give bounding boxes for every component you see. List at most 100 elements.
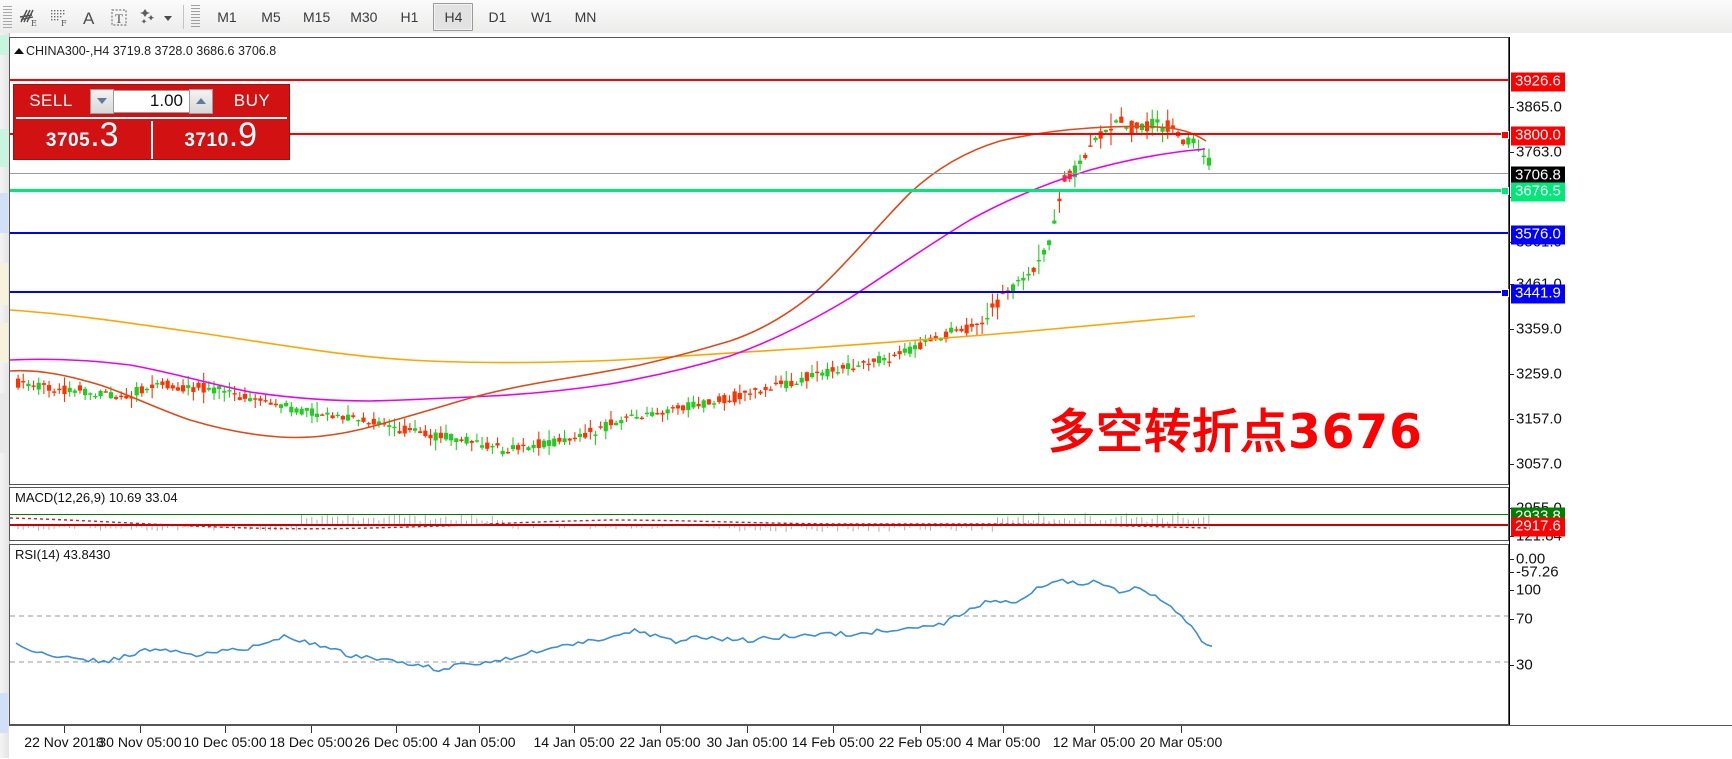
level-3676-5-handle[interactable] (1501, 187, 1509, 195)
date-tick (833, 726, 834, 733)
chart-annotation-text[interactable]: 多空转折点3676 (1048, 405, 1423, 460)
one-click-trading-panel[interactable]: SELL 1.00 BUY 3705 .3 (13, 84, 290, 160)
timeframe-toolbar-grip[interactable] (191, 4, 200, 29)
level-3441-9[interactable] (10, 289, 1509, 297)
price-axis-line (1509, 37, 1510, 725)
tag-3800-0[interactable]: 3800.0 (1511, 126, 1565, 146)
text-box-icon[interactable]: T (104, 3, 134, 31)
tag-bid-3706-8[interactable]: 3706.8 (1511, 166, 1565, 186)
axis-tick (1509, 329, 1514, 330)
date-label: 22 Jan 05:00 (619, 734, 701, 750)
date-label: 30 Nov 05:00 (98, 734, 182, 750)
level-3676-5[interactable] (10, 187, 1509, 195)
axis-tick (1509, 665, 1514, 666)
date-label: 10 Dec 05:00 (183, 734, 267, 750)
volume-input[interactable]: 1.00 (114, 89, 189, 113)
axis-label-3259-0: 3259.0 (1516, 365, 1562, 383)
timeframe-buttons: M1 M5 M15 M30 H1 H4 D1 W1 MN (205, 2, 607, 31)
symbol-expand-icon[interactable] (14, 48, 24, 54)
rail-strip-green-mid (0, 129, 8, 167)
axis-tick (1509, 590, 1514, 591)
date-tick (64, 726, 65, 733)
level-lines-layer (10, 38, 1509, 526)
level-3926-6[interactable] (10, 79, 1508, 81)
timeframe-button-h1[interactable]: H1 (400, 8, 419, 25)
macd-label: MACD(12,26,9) 10.69 33.04 (15, 490, 178, 505)
timeframe-button-m5[interactable]: M5 (261, 8, 281, 25)
level-3800-0[interactable] (10, 131, 1509, 139)
timeframe-button-d1[interactable]: D1 (488, 8, 507, 25)
date-tick (660, 726, 661, 733)
buy-price-decimal: .9 (228, 116, 258, 154)
buy-button[interactable]: 3710 .9 (153, 116, 290, 161)
tag-3676-5[interactable]: 3676.5 (1511, 182, 1565, 202)
volume-increase-button[interactable] (189, 88, 213, 114)
date-tick (140, 726, 141, 733)
templates-icon[interactable] (134, 3, 164, 31)
axis-label-3763-0: 3763.0 (1516, 143, 1562, 161)
tag-3576-0[interactable]: 3576.0 (1511, 225, 1565, 245)
date-label: 26 Dec 05:00 (354, 734, 438, 750)
date-label: 4 Jan 05:00 (442, 734, 516, 750)
axis-label-3359-0: 3359.0 (1516, 320, 1562, 338)
svg-text:T: T (115, 11, 123, 26)
date-label: 20 Mar 05:00 (1139, 734, 1223, 750)
timeframe-button-m15[interactable]: M15 (303, 8, 331, 25)
sell-label[interactable]: SELL (29, 91, 73, 110)
date-axis[interactable]: 22 Nov 2018 30 Nov 05:00 10 Dec 05:00 18 De… (9, 725, 1732, 759)
axis-label-3865-0: 3865.0 (1516, 98, 1562, 116)
chevron-up-icon (196, 98, 206, 104)
volume-decrease-button[interactable] (90, 88, 114, 114)
level-3576-0[interactable] (10, 232, 1508, 234)
indicators-icon[interactable]: E (14, 3, 44, 31)
date-label: 14 Jan 05:00 (533, 734, 615, 750)
date-tick (479, 726, 480, 733)
symbol-ohlc-label: CHINA300-,H4 3719.8 3728.0 3686.6 3706.8 (26, 44, 277, 58)
templates-dropdown-caret[interactable] (161, 8, 172, 26)
order-panel-top-row: SELL 1.00 BUY (14, 85, 289, 117)
buy-price-integer: 3710 (184, 130, 229, 151)
rsi-pane[interactable]: RSI(14) 43.8430 (9, 544, 1509, 725)
toolbar-divider (183, 4, 184, 29)
level-2917-6[interactable] (10, 524, 1508, 526)
volume-stepper[interactable]: 1.00 (90, 88, 213, 114)
text-label-icon[interactable]: A (74, 3, 104, 31)
timeframe-button-mn[interactable]: MN (574, 8, 597, 25)
date-tick (1003, 726, 1004, 733)
timeframe-button-w1[interactable]: W1 (530, 8, 552, 25)
tag-3441-9[interactable]: 3441.9 (1511, 284, 1565, 304)
date-tick (1181, 726, 1182, 733)
tag-3926-6[interactable]: 3926.6 (1511, 72, 1565, 92)
level-3800-0-handle[interactable] (1501, 131, 1509, 139)
order-panel-prices: 3705 .3 3710 .9 (14, 116, 290, 161)
timeframe-button-m30[interactable]: M30 (350, 8, 378, 25)
timeframe-button-m1[interactable]: M1 (217, 8, 237, 25)
toolbar: E F A (0, 0, 1732, 34)
date-tick (1094, 726, 1095, 733)
buy-label[interactable]: BUY (233, 91, 271, 110)
date-tick (574, 726, 575, 733)
chart-area: CHINA300-,H4 3719.8 3728.0 3686.6 3706.8… (0, 33, 1732, 759)
date-label: 30 Jan 05:00 (706, 734, 788, 750)
date-label: 12 Mar 05:00 (1052, 734, 1136, 750)
level-3441-9-handle[interactable] (1501, 289, 1509, 297)
date-label: 22 Nov 2018 (24, 734, 104, 750)
axis-tick (1509, 374, 1514, 375)
svg-text:A: A (83, 9, 95, 28)
date-label: 22 Feb 05:00 (878, 734, 962, 750)
price-axis[interactable]: 3865.03763.03665.03561.03461.03359.03259… (1509, 37, 1732, 725)
sell-button[interactable]: 3705 .3 (14, 118, 151, 161)
rail-strip-blue (0, 193, 8, 233)
level-2933-8[interactable] (10, 514, 1508, 515)
axis-label-3157-0: 3157.0 (1516, 410, 1562, 428)
axis-tick (1509, 419, 1514, 420)
objects-grid-icon[interactable]: F (44, 3, 74, 31)
date-label: 4 Mar 05:00 (965, 734, 1041, 750)
order-panel-divider (16, 117, 287, 119)
rsi-label: RSI(14) 43.8430 (15, 547, 111, 562)
toolbar-grip[interactable] (3, 5, 12, 28)
rsi-plot-svg (10, 578, 1508, 673)
level-3706-8[interactable] (10, 173, 1508, 174)
tag-2917-6[interactable]: 2917.6 (1511, 517, 1565, 537)
timeframe-button-h4[interactable]: H4 (433, 2, 474, 31)
